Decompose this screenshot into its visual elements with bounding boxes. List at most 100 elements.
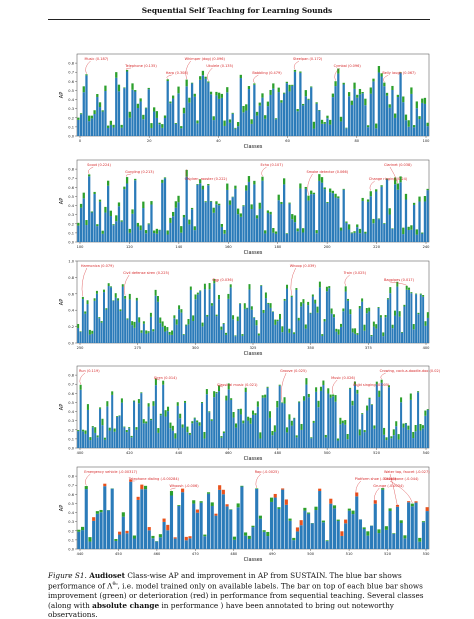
bar-improvement — [141, 330, 143, 333]
bar-base — [237, 321, 239, 343]
bar-improvement — [366, 308, 368, 313]
bar-improvement — [227, 294, 229, 299]
bar-base — [386, 179, 388, 242]
bar-improvement — [82, 430, 84, 432]
y-tick-label: 0.3 — [68, 107, 74, 111]
bar-improvement — [143, 321, 145, 323]
bar-improvement — [180, 309, 182, 312]
bar-improvement — [101, 321, 103, 323]
bar-improvement — [427, 312, 429, 318]
bar-improvement — [279, 314, 281, 319]
bar-improvement — [175, 201, 177, 207]
bar-improvement — [364, 430, 366, 432]
bar-improvement — [159, 534, 162, 537]
bar-base — [351, 233, 353, 242]
bar-base — [417, 392, 419, 448]
bar-base — [262, 398, 264, 448]
bar-improvement — [321, 177, 323, 183]
bar-improvement — [117, 298, 119, 300]
bar-base — [171, 335, 173, 343]
bar-improvement — [77, 118, 79, 120]
bar-base — [359, 233, 361, 242]
bar-base — [318, 181, 320, 242]
bar-improvement — [99, 407, 101, 408]
bar-base — [77, 328, 79, 343]
bar-improvement — [271, 431, 273, 435]
bar-improvement — [203, 432, 205, 439]
bar-improvement — [126, 318, 128, 319]
bar-improvement — [276, 401, 278, 407]
bar-improvement — [347, 434, 349, 439]
bar-base — [424, 416, 426, 448]
bar-base — [406, 290, 408, 343]
bar-base — [354, 334, 356, 343]
bar-improvement — [237, 122, 239, 126]
bar-base — [178, 309, 180, 343]
annotation-label: Belly laugh (0.067) — [382, 71, 416, 75]
bar-base — [363, 331, 365, 343]
bar-base — [320, 391, 322, 448]
bar-improvement — [351, 232, 353, 233]
bar-improvement — [364, 99, 366, 105]
bar-base — [375, 192, 377, 242]
bar-base — [253, 318, 255, 343]
bar-improvement — [142, 202, 144, 208]
bar-base — [188, 103, 190, 136]
bar-improvement — [80, 331, 82, 332]
annotation-arrow — [85, 474, 90, 486]
bar-improvement — [174, 433, 176, 438]
bar-improvement — [352, 328, 354, 332]
bar-base — [366, 313, 368, 343]
bar-improvement — [331, 308, 333, 313]
bar-base — [300, 306, 302, 343]
bar-deterioration — [318, 489, 321, 491]
bar-improvement — [413, 203, 415, 205]
bar-base — [118, 535, 121, 549]
bar-base — [223, 433, 225, 448]
bar-base — [359, 308, 361, 343]
bar-improvement — [194, 226, 196, 230]
bar-base — [418, 542, 421, 549]
bar-improvement — [383, 83, 385, 87]
bar-base — [340, 327, 342, 343]
bar-improvement — [274, 320, 276, 325]
bar-base — [408, 230, 410, 242]
bar-improvement — [248, 176, 250, 182]
bar-improvement — [340, 324, 342, 327]
bar-improvement — [169, 423, 171, 429]
bar-deterioration — [285, 499, 288, 504]
bar-base — [237, 410, 239, 448]
bar-improvement — [234, 335, 236, 336]
annotation-label: Change ringing (0.24) — [369, 177, 408, 181]
bar-base — [150, 128, 152, 136]
bar-base — [80, 208, 82, 242]
bar-base — [415, 431, 417, 448]
bar-improvement — [394, 114, 396, 118]
bar-base — [230, 400, 232, 448]
bar-improvement — [99, 200, 101, 202]
bar-base — [353, 233, 355, 242]
bar-improvement — [279, 385, 281, 386]
bar-base — [129, 118, 131, 136]
bar-base — [148, 333, 150, 343]
bar-base — [148, 224, 150, 242]
bar-improvement — [211, 502, 214, 506]
bar-improvement — [179, 414, 181, 419]
bar-improvement — [334, 194, 336, 198]
bar-improvement — [220, 436, 222, 438]
bar-base — [305, 189, 307, 242]
x-tick-label: 400 — [423, 346, 431, 350]
bar-base — [256, 325, 258, 343]
bar-base — [344, 523, 347, 549]
annotation-label: Smoke detector (0.066) — [307, 170, 349, 174]
bar-base — [375, 128, 377, 136]
bar-base — [226, 92, 228, 136]
bar-base — [385, 530, 388, 549]
bar-deterioration — [426, 507, 429, 511]
bar-base — [269, 214, 271, 242]
bar-improvement — [318, 401, 320, 407]
bar-base — [385, 440, 387, 448]
bar-improvement — [333, 505, 336, 508]
bar-base — [163, 522, 166, 549]
bar-base — [135, 430, 137, 448]
